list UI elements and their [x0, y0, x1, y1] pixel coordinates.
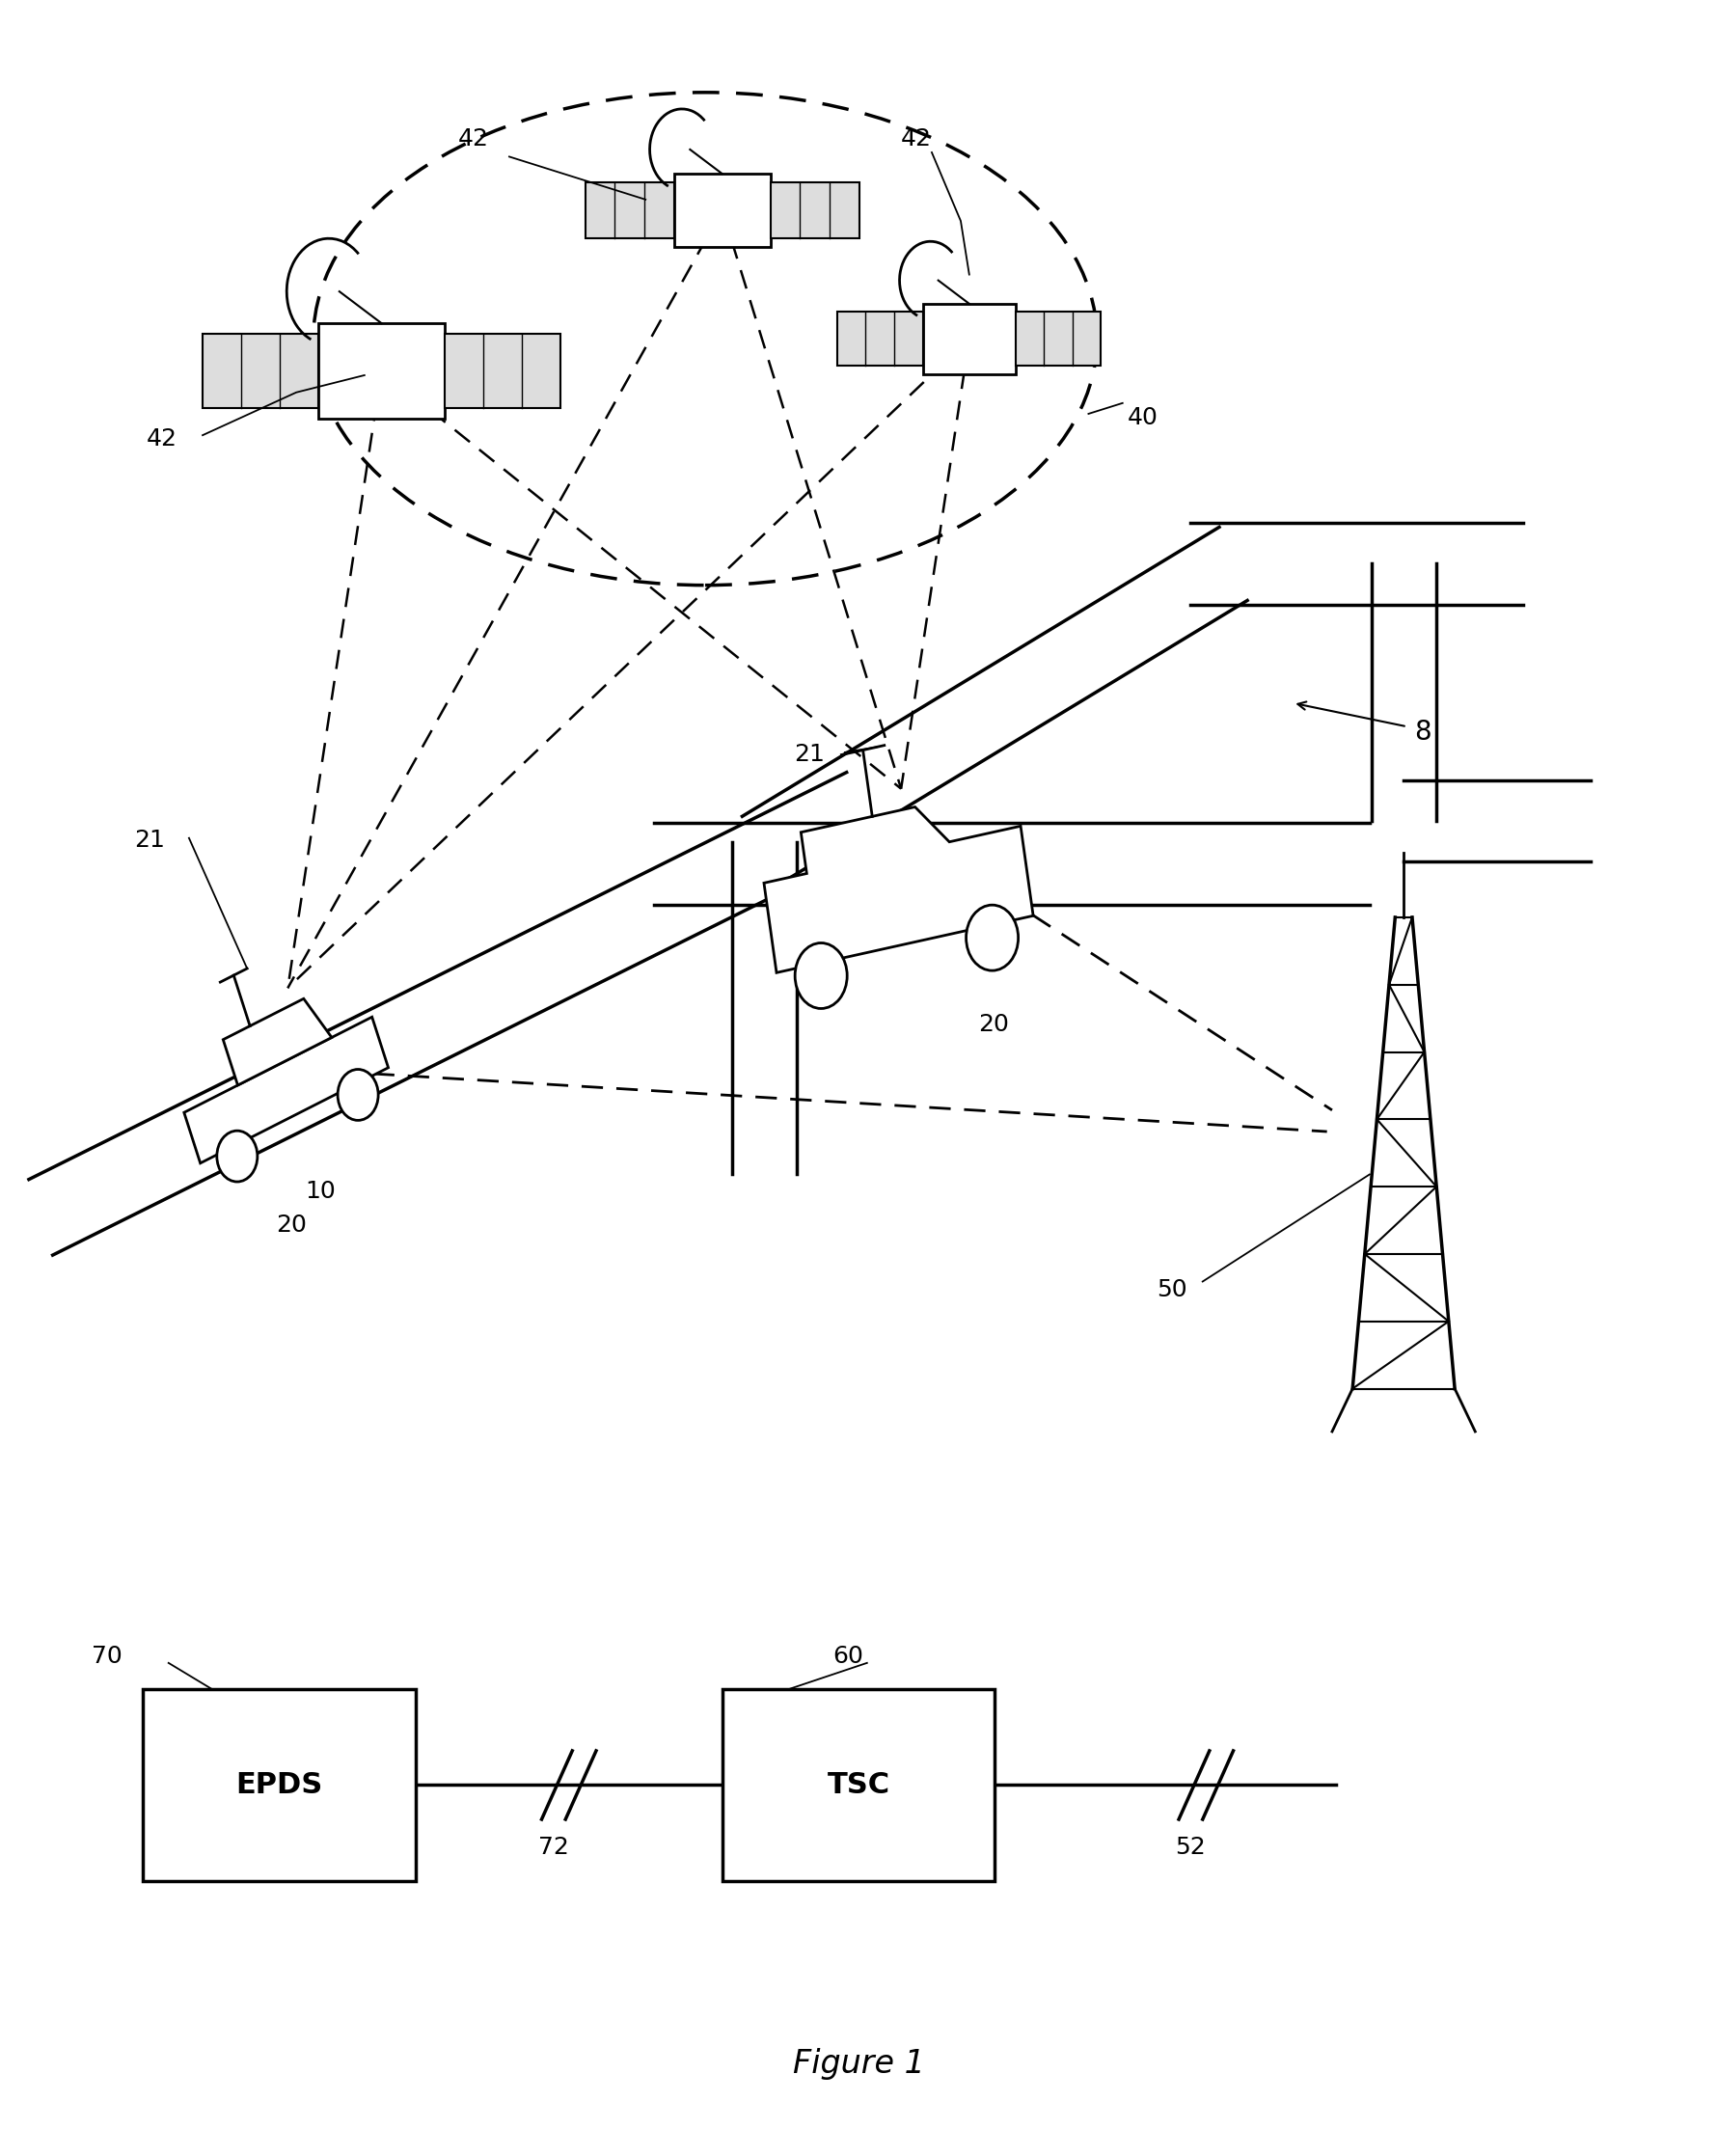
FancyBboxPatch shape — [143, 1688, 416, 1882]
Text: 40: 40 — [1128, 405, 1159, 429]
FancyBboxPatch shape — [723, 1688, 994, 1882]
Text: 42: 42 — [146, 427, 177, 451]
Text: 21: 21 — [134, 828, 165, 852]
Text: 8: 8 — [1413, 718, 1430, 746]
Text: TSC: TSC — [828, 1770, 889, 1798]
Text: 21: 21 — [793, 742, 824, 765]
Text: 60: 60 — [833, 1645, 864, 1669]
Polygon shape — [318, 323, 445, 418]
Polygon shape — [673, 175, 771, 246]
Text: 20: 20 — [276, 1214, 307, 1238]
Text: 10: 10 — [306, 1179, 335, 1203]
Polygon shape — [223, 998, 331, 1084]
Circle shape — [216, 1130, 258, 1181]
Text: 42: 42 — [901, 127, 932, 151]
Text: 20: 20 — [977, 1013, 1008, 1035]
Polygon shape — [838, 310, 922, 367]
Polygon shape — [771, 181, 858, 239]
Polygon shape — [1016, 310, 1101, 367]
Polygon shape — [922, 304, 1016, 373]
Text: 72: 72 — [537, 1835, 568, 1858]
Text: 42: 42 — [458, 127, 489, 151]
Text: 50: 50 — [1157, 1279, 1186, 1302]
Text: 52: 52 — [1176, 1835, 1205, 1858]
Polygon shape — [585, 181, 673, 239]
Polygon shape — [184, 1018, 388, 1162]
Circle shape — [338, 1069, 378, 1121]
Text: 70: 70 — [93, 1645, 122, 1669]
Circle shape — [795, 942, 846, 1009]
Text: EPDS: EPDS — [235, 1770, 323, 1798]
Polygon shape — [764, 806, 1034, 972]
Polygon shape — [203, 334, 318, 407]
Circle shape — [967, 906, 1018, 970]
Text: Figure 1: Figure 1 — [793, 2048, 924, 2081]
Polygon shape — [445, 334, 560, 407]
